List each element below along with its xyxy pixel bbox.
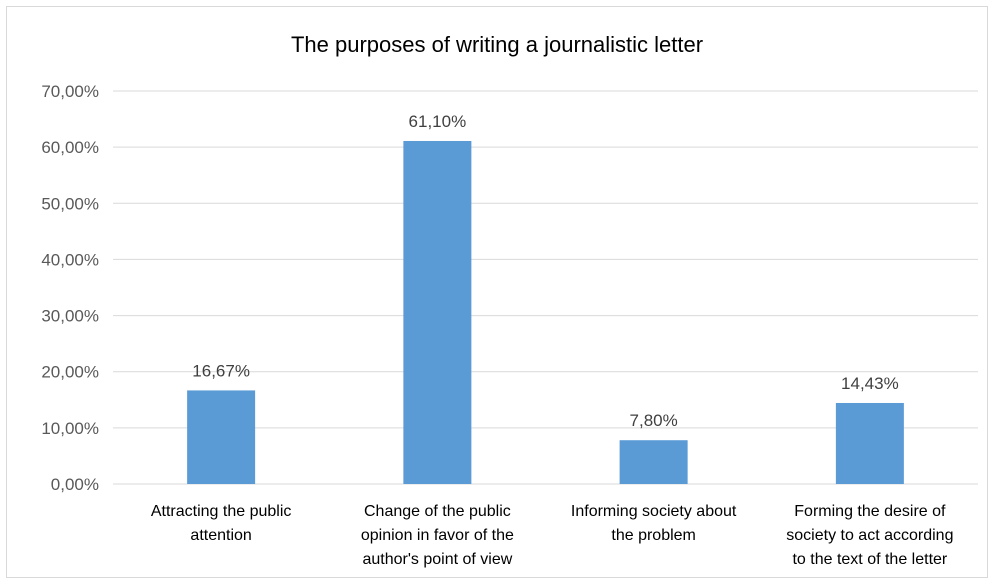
category-label: Forming the desire of	[794, 503, 946, 520]
chart-frame	[6, 6, 988, 578]
bar	[835, 402, 904, 484]
bar	[403, 140, 472, 484]
gridlines	[113, 90, 978, 485]
data-label: 7,80%	[630, 411, 678, 430]
bars	[187, 140, 904, 484]
data-label: 16,67%	[192, 361, 250, 380]
category-label: society to act according	[786, 527, 953, 544]
y-tick-label: 10,00%	[41, 419, 99, 438]
y-tick-label: 50,00%	[41, 194, 99, 213]
category-label: Change of the public	[364, 503, 511, 520]
category-label: author's point of view	[362, 551, 512, 568]
chart-title: The purposes of writing a journalistic l…	[291, 32, 703, 57]
data-label: 61,10%	[409, 112, 467, 131]
y-tick-label: 40,00%	[41, 250, 99, 269]
category-label: opinion in favor of the	[361, 527, 514, 544]
y-tick-label: 0,00%	[51, 475, 99, 494]
data-label: 14,43%	[841, 374, 899, 393]
x-axis-categories: Attracting the public attention Change of …	[151, 503, 954, 568]
category-label: Attracting the public	[151, 503, 292, 520]
y-tick-label: 70,00%	[41, 82, 99, 101]
category-label: attention	[190, 527, 251, 544]
category-label: Informing society about	[571, 503, 737, 520]
y-tick-label: 30,00%	[41, 307, 99, 326]
data-labels: 16,67% 61,10% 7,80% 14,43%	[192, 112, 898, 430]
category-label: to the text of the letter	[792, 551, 947, 568]
y-axis-ticks: 0,00% 10,00% 20,00% 30,00% 40,00% 50,00% 60,00…	[41, 82, 99, 494]
category-label: the problem	[611, 527, 696, 544]
bar	[619, 440, 688, 484]
y-tick-label: 60,00%	[41, 138, 99, 157]
y-tick-label: 20,00%	[41, 363, 99, 382]
bar	[187, 390, 256, 484]
